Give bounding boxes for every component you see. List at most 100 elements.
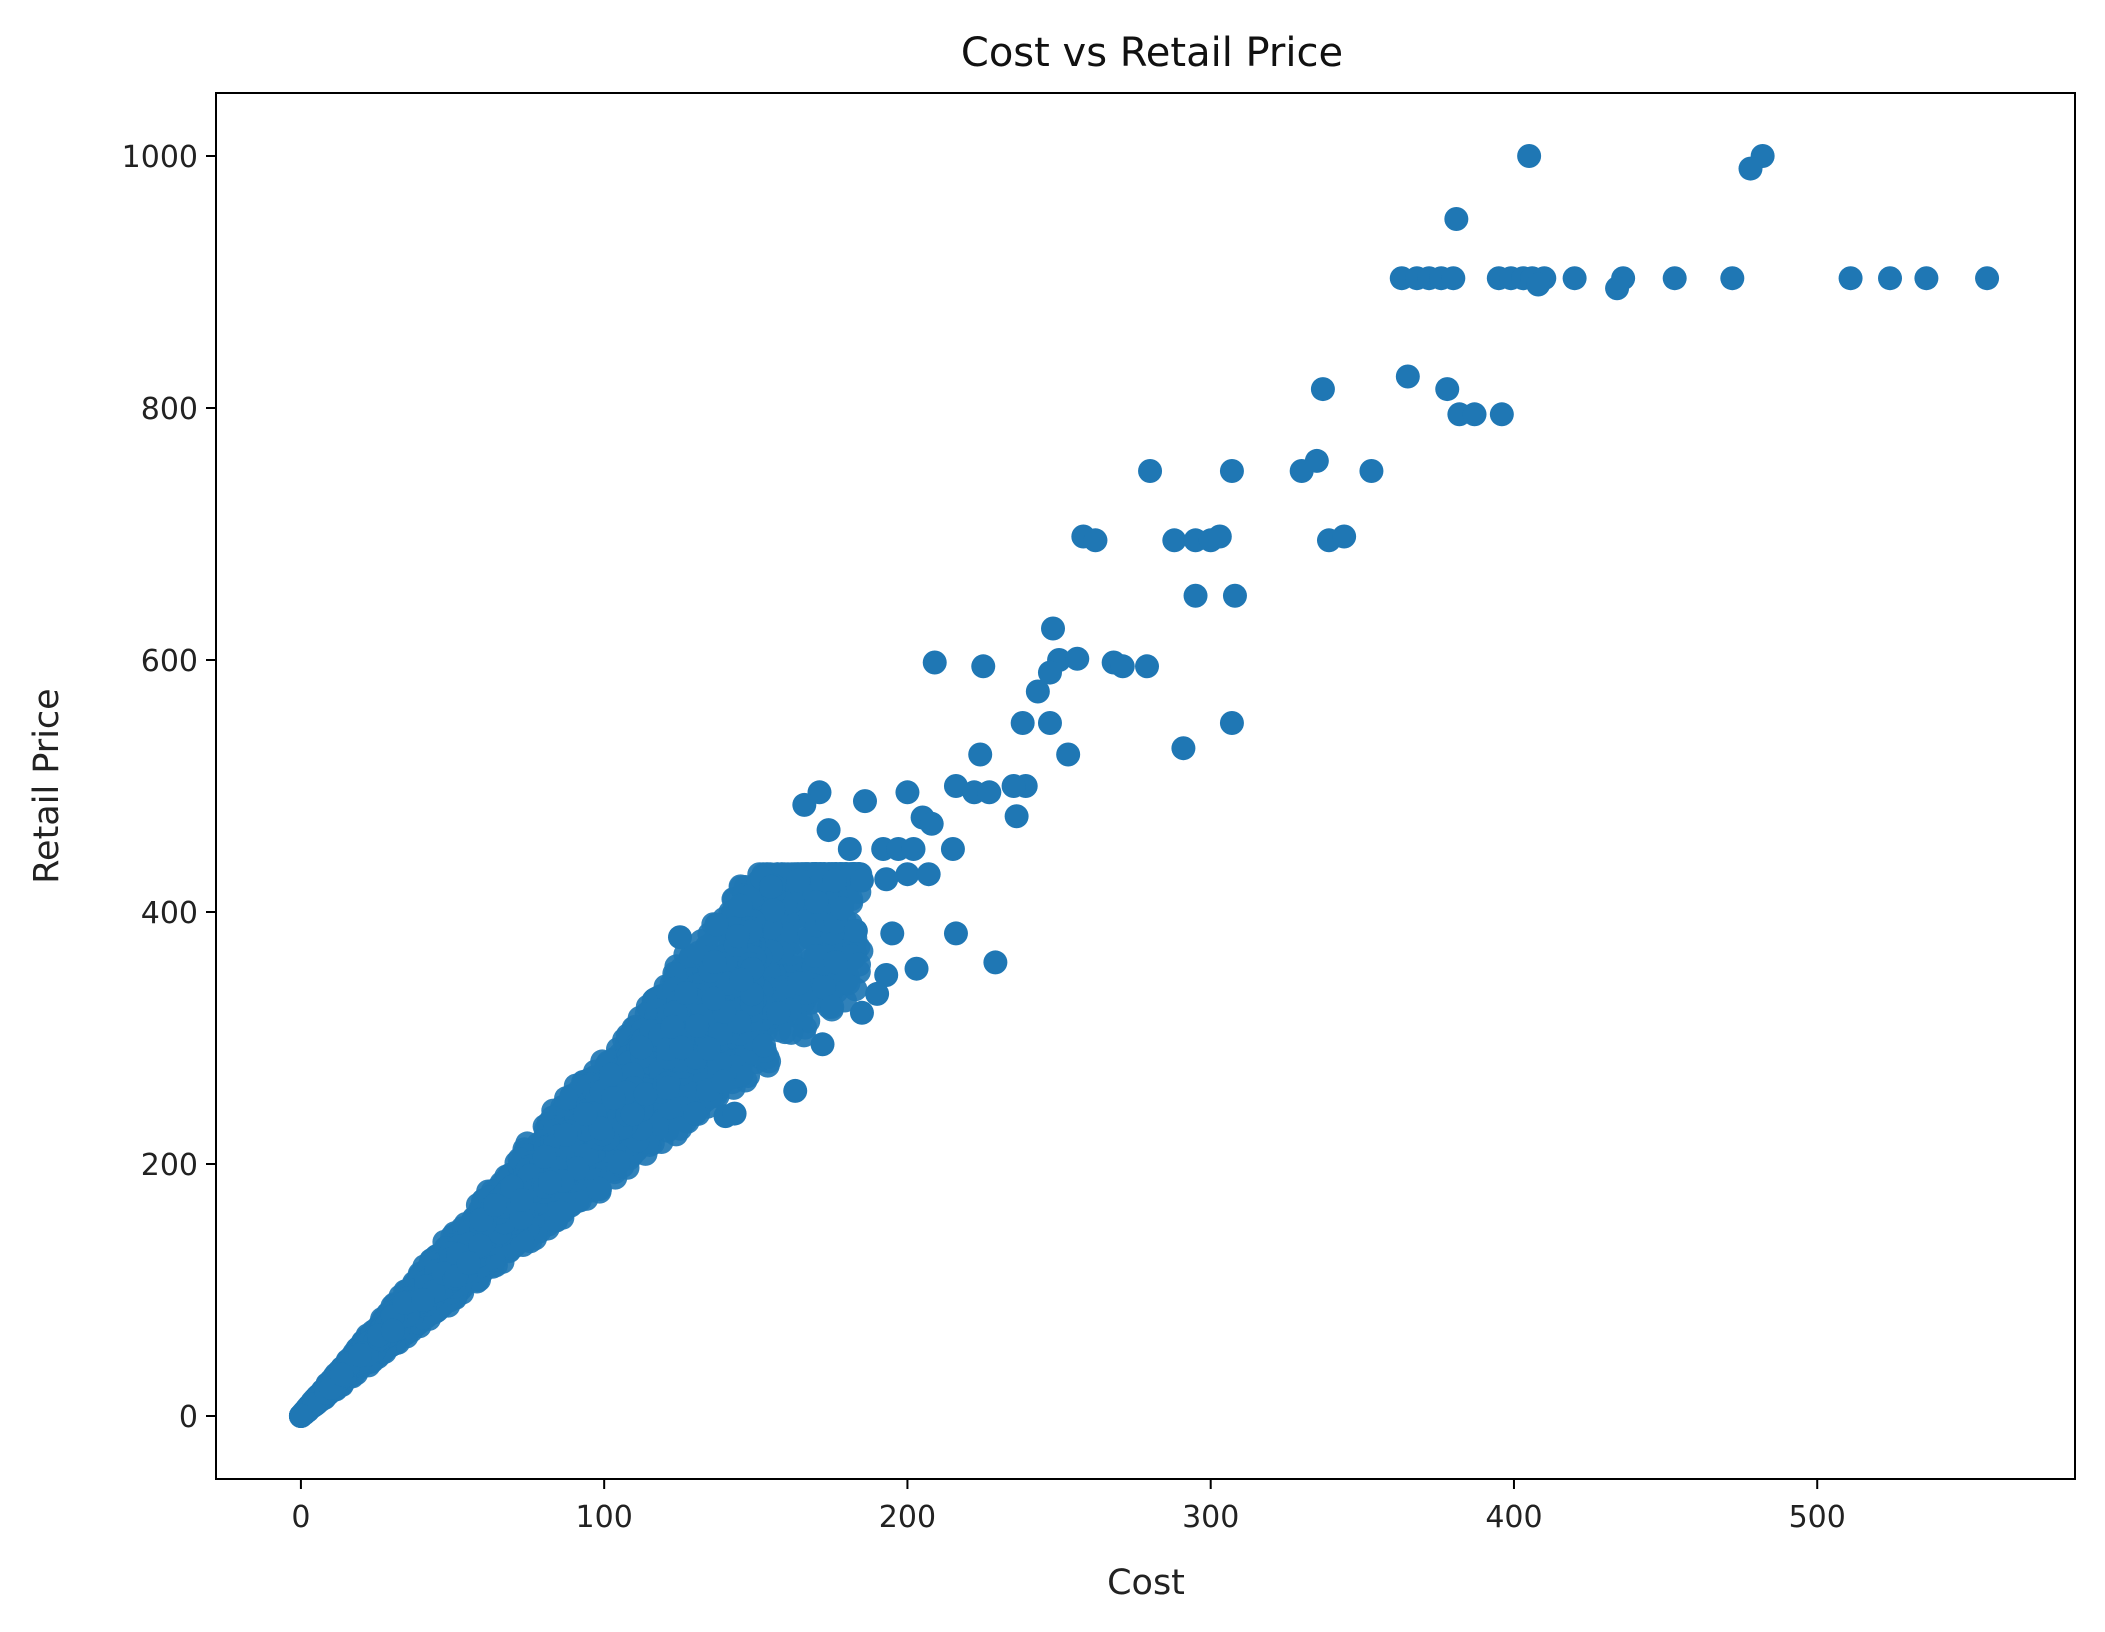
scatter-point [548,1200,573,1225]
scatter-point [685,1013,710,1038]
scatter-point [804,889,829,914]
scatter-point [940,837,965,861]
y-tick-label: 600 [141,644,198,679]
scatter-point [701,986,726,1011]
scatter-point [816,818,841,843]
scatter-point [588,1116,613,1141]
scatter-point [1037,711,1062,735]
scatter-point [880,921,905,946]
scatter-point [792,792,817,817]
scatter-point [971,654,996,679]
scatter-point [704,912,729,937]
x-tick-label: 200 [879,1500,936,1535]
scatter-point [1720,266,1745,291]
scatter-point [904,956,929,981]
scatter-point [843,918,868,943]
scatter-point [736,1064,761,1089]
scatter-point [874,963,899,987]
scatter-point [983,950,1008,975]
scatter-point [837,837,862,861]
scatter-point [1517,144,1542,168]
scatter-point [509,1187,534,1212]
scatter-point [1738,156,1763,181]
scatter-point [779,1020,804,1045]
scatter-point [1065,646,1090,671]
scatter-point [601,1086,626,1111]
scatter-point [1444,207,1469,231]
scatter-point [865,981,890,1006]
scatter-point [1207,524,1232,549]
scatter-point [586,1176,611,1201]
scatter-point [766,1001,791,1026]
scatter-point [1171,736,1196,761]
y-tick-label: 400 [141,896,198,931]
chart-title: Cost vs Retail Price [961,30,1343,76]
scatter-point [1435,377,1460,402]
x-tick-label: 0 [291,1500,310,1535]
scatter-point [329,1362,354,1387]
scatter-point [683,1101,708,1126]
scatter-point [532,1144,557,1169]
scatter-point [1662,266,1687,291]
scatter-point [1135,654,1160,679]
scatter-point [803,943,828,968]
scatter-point [895,780,920,805]
scatter-point [761,898,786,923]
scatter-point [348,1343,373,1368]
scatter-point [573,1102,598,1127]
scatter-point [620,1102,645,1127]
scatter-point [660,1014,685,1039]
scatter-point [1010,711,1035,735]
scatter-point [943,774,968,798]
scatter-point [916,862,941,887]
scatter-point [1083,528,1108,553]
scatter-point [598,1062,623,1087]
scatter-point [1219,459,1244,483]
scatter-point [1110,654,1135,679]
scatter-point [895,862,920,887]
scatter-point [758,874,783,899]
scatter-point [553,1122,578,1147]
x-tick-label: 400 [1485,1500,1542,1535]
scatter-points [667,144,2000,1129]
scatter-point [392,1290,417,1315]
scatter-point [468,1233,493,1258]
scatter-point [669,1035,694,1060]
scatter-point [830,896,855,921]
scatter-point [922,650,947,675]
scatter-point [849,868,874,893]
scatter-point [1462,402,1487,427]
scatter-point [1878,266,1903,291]
scatter-point [1332,524,1357,549]
scatter-point [1838,266,1863,291]
scatter-point [823,950,848,975]
plot-area [288,144,2000,1428]
scatter-point [696,1036,721,1061]
y-axis-label: Retail Price [27,688,67,883]
scatter-point [846,952,871,977]
scatter-point [811,975,836,1000]
scatter-point [668,1116,693,1141]
scatter-point [919,811,944,836]
scatter-point [786,868,811,893]
scatter-point [629,1035,654,1060]
scatter-point [1304,448,1329,473]
scatter-point [702,949,727,974]
scatter-point [1162,528,1187,553]
scatter-point [411,1288,436,1313]
y-tick-label: 800 [141,392,198,427]
scatter-point [729,967,754,992]
scatter-point [722,1101,747,1126]
axes-frame [215,92,2076,1480]
scatter-point [1526,272,1551,297]
scatter-point [786,971,811,996]
scatter-point [752,1033,777,1058]
scatter-point [1441,266,1466,291]
scatter-point [538,1170,563,1195]
scatter-point [289,1403,314,1428]
scatter-point [849,1000,874,1025]
scatter-point [1395,364,1420,389]
scatter-point [483,1192,508,1217]
scatter-point [1914,266,1939,291]
scatter-point [1310,377,1335,402]
